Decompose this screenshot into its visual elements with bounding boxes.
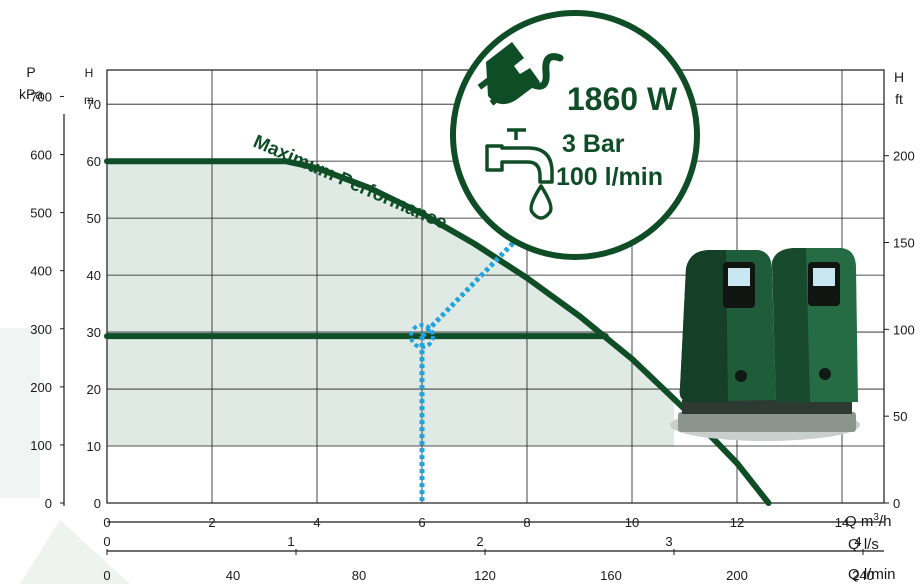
y-tick-label-m: 20	[87, 382, 101, 397]
y-tick-label-ft: 100	[893, 322, 915, 337]
x-tick-label-lmin: 80	[352, 568, 366, 583]
x-tick-label-m3h: 14	[835, 515, 849, 530]
x-tick-label-lmin: 160	[600, 568, 622, 583]
x-tick-label-m3h: 2	[208, 515, 215, 530]
x-tick-label-lmin: 0	[103, 568, 110, 583]
x-tick-label-ls: 4	[854, 534, 861, 549]
badge-flow: 100 l/min	[556, 163, 663, 191]
x-tick-label-m3h: 4	[313, 515, 320, 530]
y-tick-label-kpa: 500	[30, 206, 52, 221]
y-tick-label-kpa: 600	[30, 148, 52, 163]
x-tick-label-m3h: 8	[523, 515, 530, 530]
x-tick-label-ls: 1	[287, 534, 294, 549]
y-tick-label-ft: 0	[893, 496, 900, 511]
x-tick-label-m3h: 10	[625, 515, 639, 530]
y-left-m-unit: m	[84, 93, 94, 107]
y-left-kpa-title: P	[26, 64, 35, 80]
x-tick-label-lmin: 240	[852, 568, 874, 583]
x-ls-label: Q l/s	[848, 536, 879, 553]
x-tick-label-lmin: 40	[226, 568, 240, 583]
y-tick-label-kpa: 700	[30, 89, 52, 104]
operating-point-callout-line	[420, 234, 522, 338]
operating-area	[107, 161, 674, 446]
x-tick-label-m3h: 6	[418, 515, 425, 530]
y-left-kpa-unit: kPa	[19, 86, 43, 102]
y-tick-label-m: 50	[87, 211, 101, 226]
y-tick-label-m: 30	[87, 325, 101, 340]
y-tick-label-kpa: 100	[30, 438, 52, 453]
y-tick-label-kpa: 300	[30, 322, 52, 337]
x-tick-label-ls: 2	[476, 534, 483, 549]
operating-point-guides	[409, 234, 522, 503]
x-tick-label-ls: 0	[103, 534, 110, 549]
badge-pressure: 3 Bar	[562, 130, 625, 158]
x-tick-label-lmin: 200	[726, 568, 748, 583]
x-m3h-label: Q m3/h	[845, 512, 891, 530]
y-tick-label-m: 70	[87, 97, 101, 112]
y-tick-label-kpa: 400	[30, 264, 52, 279]
x-lmin-label: Q l/min	[848, 566, 896, 583]
axis-labels: P kPa H m H ft Q m3/h Q l/s Q l/min	[19, 64, 904, 583]
pump-illustration	[670, 248, 860, 441]
y-right-ft-unit: ft	[895, 91, 903, 107]
background-building-left	[0, 328, 40, 498]
y-tick-label-m: 0	[94, 496, 101, 511]
y-tick-label-kpa: 0	[45, 496, 52, 511]
faucet-icon	[485, 128, 554, 220]
y-right-ft-title: H	[894, 69, 904, 85]
operating-point-marker	[409, 323, 435, 350]
background-decoration	[0, 328, 130, 584]
y-tick-label-kpa: 200	[30, 380, 52, 395]
y-tick-label-ft: 50	[893, 409, 907, 424]
y-tick-label-ft: 200	[893, 149, 915, 164]
plug-icon	[477, 42, 564, 106]
y-tick-label-m: 10	[87, 439, 101, 454]
background-roof	[20, 520, 130, 584]
x-tick-label-m3h: 0	[103, 515, 110, 530]
y-tick-label-ft: 150	[893, 236, 915, 251]
spec-badge: 1860 W 3 Bar 100 l/min	[450, 10, 700, 260]
x-tick-label-lmin: 120	[474, 568, 496, 583]
y-left-m-title: H	[85, 66, 94, 80]
badge-power: 1860 W	[567, 81, 678, 117]
y-tick-label-m: 60	[87, 154, 101, 169]
x-tick-label-ls: 3	[665, 534, 672, 549]
tick-labels: 0 2 4 6 8 10 12 140 1 2 3 40 40 80 120 160 200 2400102030…	[30, 89, 914, 583]
y-tick-label-m: 40	[87, 268, 101, 283]
x-tick-label-m3h: 12	[730, 515, 744, 530]
